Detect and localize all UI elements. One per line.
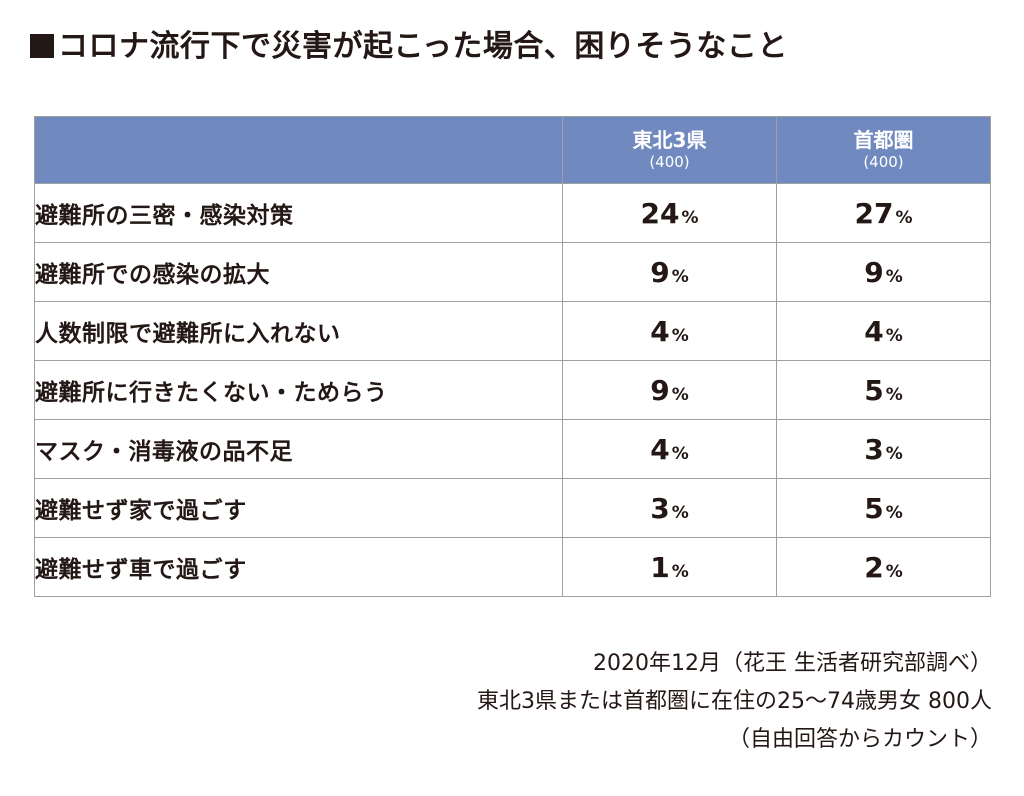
percent-unit: % (885, 443, 903, 464)
table-row: 避難所での感染の拡大 9% 9% (34, 242, 991, 302)
table-row: 避難せず家で過ごす 3% 5% (34, 478, 991, 538)
value-number: 24 (640, 196, 680, 230)
table-body: 避難所の三密・感染対策 24% 27% 避難所での感染の拡大 9% 9% 人数制限で避難所に… (34, 183, 991, 597)
percent-unit: % (885, 384, 903, 405)
table-row: 避難所に行きたくない・ためらう 9% 5% (34, 360, 991, 420)
value-number: 27 (854, 196, 894, 230)
table-row: マスク・消毒液の品不足 4% 3% (34, 419, 991, 479)
value-cell: 3% (776, 419, 991, 479)
percent-unit: % (671, 502, 689, 523)
row-label: 避難せず家で過ごす (34, 478, 563, 538)
value-cell: 9% (562, 242, 777, 302)
value-number: 2 (864, 550, 884, 584)
value-cell: 2% (776, 537, 991, 597)
percent-unit: % (885, 561, 903, 582)
percent-unit: % (885, 325, 903, 346)
table-row: 避難せず車で過ごす 1% 2% (34, 537, 991, 597)
percent-unit: % (671, 266, 689, 287)
value-cell: 9% (562, 360, 777, 420)
value-cell: 1% (562, 537, 777, 597)
note-line-sample: 東北3県または首都圏に在住の25〜74歳男女 800人 (477, 689, 992, 714)
percent-unit: % (885, 266, 903, 287)
value-number: 9 (650, 255, 670, 289)
chart-title: コロナ流行下で災害が起こった場合、困りそうなこと (30, 22, 788, 72)
value-number: 4 (650, 314, 670, 348)
value-number: 5 (864, 373, 884, 407)
value-number: 9 (650, 373, 670, 407)
chart-title-text: コロナ流行下で災害が起こった場合、困りそうなこと (58, 29, 788, 64)
percent-unit: % (671, 325, 689, 346)
value-cell: 4% (562, 419, 777, 479)
table-header-row: 東北3県 (400) 首都圏 (400) (34, 116, 991, 184)
value-cell: 5% (776, 360, 991, 420)
row-label: 避難所に行きたくない・ためらう (34, 360, 563, 420)
note-line-date-source: 2020年12月（花王 生活者研究部調べ） (593, 651, 992, 676)
header-col-tohoku: 東北3県 (400) (562, 116, 777, 184)
value-number: 3 (650, 491, 670, 525)
percent-unit: % (671, 384, 689, 405)
column-sample-size: (400) (863, 153, 904, 171)
percent-unit: % (671, 443, 689, 464)
value-cell: 24% (562, 183, 777, 243)
row-label: 避難せず車で過ごす (34, 537, 563, 597)
header-blank-cell (34, 116, 563, 184)
table-row: 避難所の三密・感染対策 24% 27% (34, 183, 991, 243)
percent-unit: % (895, 207, 913, 228)
column-sample-size: (400) (649, 153, 690, 171)
results-table: 東北3県 (400) 首都圏 (400) 避難所の三密・感染対策 24% 27% 避難… (34, 116, 991, 597)
percent-unit: % (671, 561, 689, 582)
column-name: 東北3県 (632, 128, 707, 152)
value-cell: 9% (776, 242, 991, 302)
percent-unit: % (885, 502, 903, 523)
value-number: 1 (650, 550, 670, 584)
table-row: 人数制限で避難所に入れない 4% 4% (34, 301, 991, 361)
value-number: 3 (864, 432, 884, 466)
value-cell: 27% (776, 183, 991, 243)
header-col-shutoken: 首都圏 (400) (776, 116, 991, 184)
value-number: 4 (864, 314, 884, 348)
value-cell: 4% (776, 301, 991, 361)
row-label: 避難所の三密・感染対策 (34, 183, 563, 243)
column-name: 首都圏 (853, 128, 914, 152)
value-number: 5 (864, 491, 884, 525)
value-number: 9 (864, 255, 884, 289)
percent-unit: % (681, 207, 699, 228)
note-line-method: （自由回答からカウント） (727, 727, 992, 752)
value-cell: 3% (562, 478, 777, 538)
value-number: 4 (650, 432, 670, 466)
square-bullet-icon (30, 34, 54, 58)
value-cell: 4% (562, 301, 777, 361)
value-cell: 5% (776, 478, 991, 538)
row-label: 人数制限で避難所に入れない (34, 301, 563, 361)
row-label: 避難所での感染の拡大 (34, 242, 563, 302)
row-label: マスク・消毒液の品不足 (34, 419, 563, 479)
source-notes: 2020年12月（花王 生活者研究部調べ） 東北3県または首都圏に在住の25〜7… (477, 645, 992, 759)
